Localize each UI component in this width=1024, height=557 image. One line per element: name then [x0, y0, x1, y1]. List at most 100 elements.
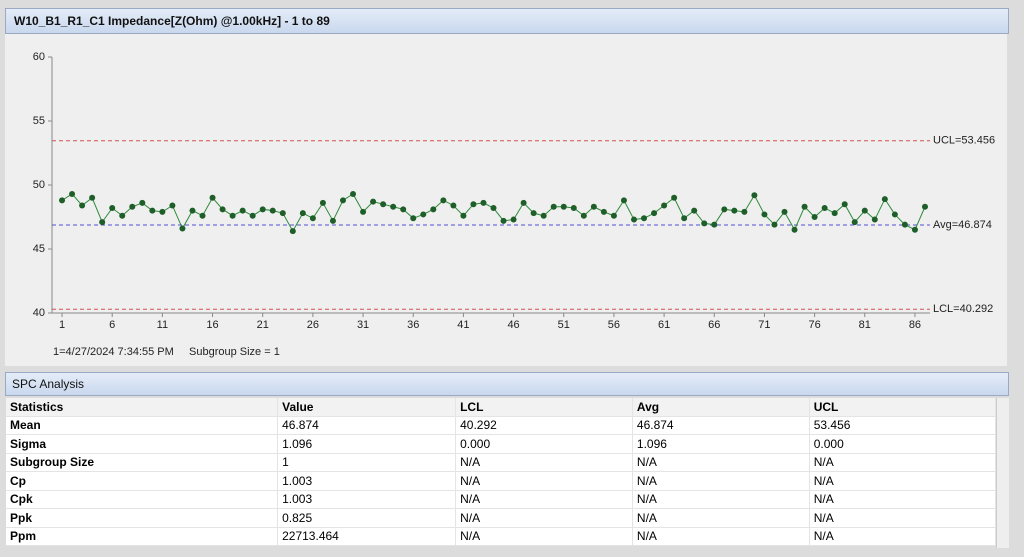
stats-table: Statistics Value LCL Avg UCL Mean 46.874 40.292… [6, 398, 997, 546]
table-cell: N/A [455, 490, 633, 509]
spc-title: SPC Analysis [5, 372, 1009, 396]
data-point [79, 202, 86, 209]
reference-label: LCL=40.292 [933, 303, 993, 315]
x-tick-label: 41 [457, 319, 469, 331]
data-point [380, 201, 387, 208]
data-point [400, 206, 407, 213]
x-tick-label: 16 [206, 319, 218, 331]
x-tick-label: 61 [658, 319, 670, 331]
x-tick-label: 1 [59, 319, 65, 331]
data-point [881, 196, 888, 203]
data-point [821, 205, 828, 212]
data-point [159, 208, 166, 215]
table-row: Ppm 22713.464 N/A N/A N/A [6, 527, 997, 546]
data-point [721, 206, 728, 213]
data-point [329, 217, 336, 224]
data-point [921, 203, 928, 210]
y-tick-label: 55 [33, 115, 45, 127]
table-cell: N/A [632, 471, 810, 491]
data-point [450, 202, 457, 209]
x-tick-label: 66 [708, 319, 720, 331]
table-cell: N/A [455, 471, 633, 491]
table-row: Ppk 0.825 N/A N/A N/A [6, 508, 997, 528]
data-point [510, 216, 517, 223]
data-point [89, 194, 96, 201]
data-point [781, 208, 788, 215]
data-point [370, 198, 377, 205]
table-cell: N/A [809, 471, 997, 491]
table-cell: 1 [277, 453, 457, 472]
data-point [620, 197, 627, 204]
data-point [219, 206, 226, 213]
table-row: Sigma 1.096 0.000 1.096 0.000 [6, 434, 997, 454]
data-point [269, 207, 276, 214]
data-point [891, 211, 898, 218]
x-tick-label: 21 [257, 319, 269, 331]
table-cell: Value [277, 398, 457, 417]
table-cell: Cp [6, 471, 279, 491]
table-cell: 53.456 [809, 416, 997, 435]
data-point [420, 211, 427, 218]
data-point [209, 194, 216, 201]
reference-label: UCL=53.456 [933, 135, 995, 147]
data-point [540, 212, 547, 219]
data-point [560, 203, 567, 210]
data-point [590, 203, 597, 210]
data-point [490, 205, 497, 212]
table-cell: 1.003 [277, 471, 457, 491]
table-row: Statistics Value LCL Avg UCL [6, 398, 997, 417]
data-point [641, 215, 648, 222]
table-cell: N/A [809, 527, 997, 546]
data-point [149, 207, 156, 214]
data-point [610, 212, 617, 219]
x-tick-label: 81 [859, 319, 871, 331]
footer-subgroup: Subgroup Size = 1 [189, 346, 280, 358]
data-point [460, 212, 467, 219]
data-point [550, 203, 557, 210]
data-point [229, 212, 236, 219]
data-point [59, 197, 66, 204]
data-point [480, 199, 487, 206]
data-point [741, 208, 748, 215]
data-point [731, 207, 738, 214]
table-cell: Mean [6, 416, 279, 435]
scrollbar[interactable] [996, 398, 1009, 548]
x-tick-label: 56 [608, 319, 620, 331]
data-point [831, 210, 838, 217]
data-point [430, 206, 437, 213]
x-tick-label: 46 [507, 319, 519, 331]
data-point [580, 212, 587, 219]
data-point [671, 194, 678, 201]
x-tick-label: 26 [307, 319, 319, 331]
data-point [139, 199, 146, 206]
y-tick-label: 40 [33, 307, 45, 319]
table-cell: N/A [809, 508, 997, 528]
table-cell: 1.096 [632, 434, 810, 454]
data-point [871, 216, 878, 223]
data-point [199, 212, 206, 219]
footer-start: 1=4/27/2024 7:34:55 PM [53, 346, 174, 358]
data-point [129, 203, 136, 210]
table-cell: N/A [455, 508, 633, 528]
x-tick-label: 11 [157, 319, 168, 331]
table-cell: 40.292 [455, 416, 633, 435]
data-point [440, 197, 447, 204]
data-point [811, 214, 818, 220]
data-point [861, 207, 868, 214]
data-point [530, 210, 537, 217]
data-point [249, 212, 256, 219]
data-point [109, 205, 116, 212]
x-tick-label: 76 [808, 319, 820, 331]
data-point [289, 228, 296, 235]
data-point [169, 202, 176, 209]
table-row: Mean 46.874 40.292 46.874 53.456 [6, 416, 997, 435]
x-tick-label: 36 [407, 319, 419, 331]
data-point [701, 220, 708, 227]
y-tick-label: 45 [33, 243, 45, 255]
table-cell: Sigma [6, 434, 279, 454]
table-cell: N/A [632, 527, 810, 546]
data-point [711, 221, 718, 228]
data-point [279, 210, 286, 217]
data-point [761, 211, 768, 218]
